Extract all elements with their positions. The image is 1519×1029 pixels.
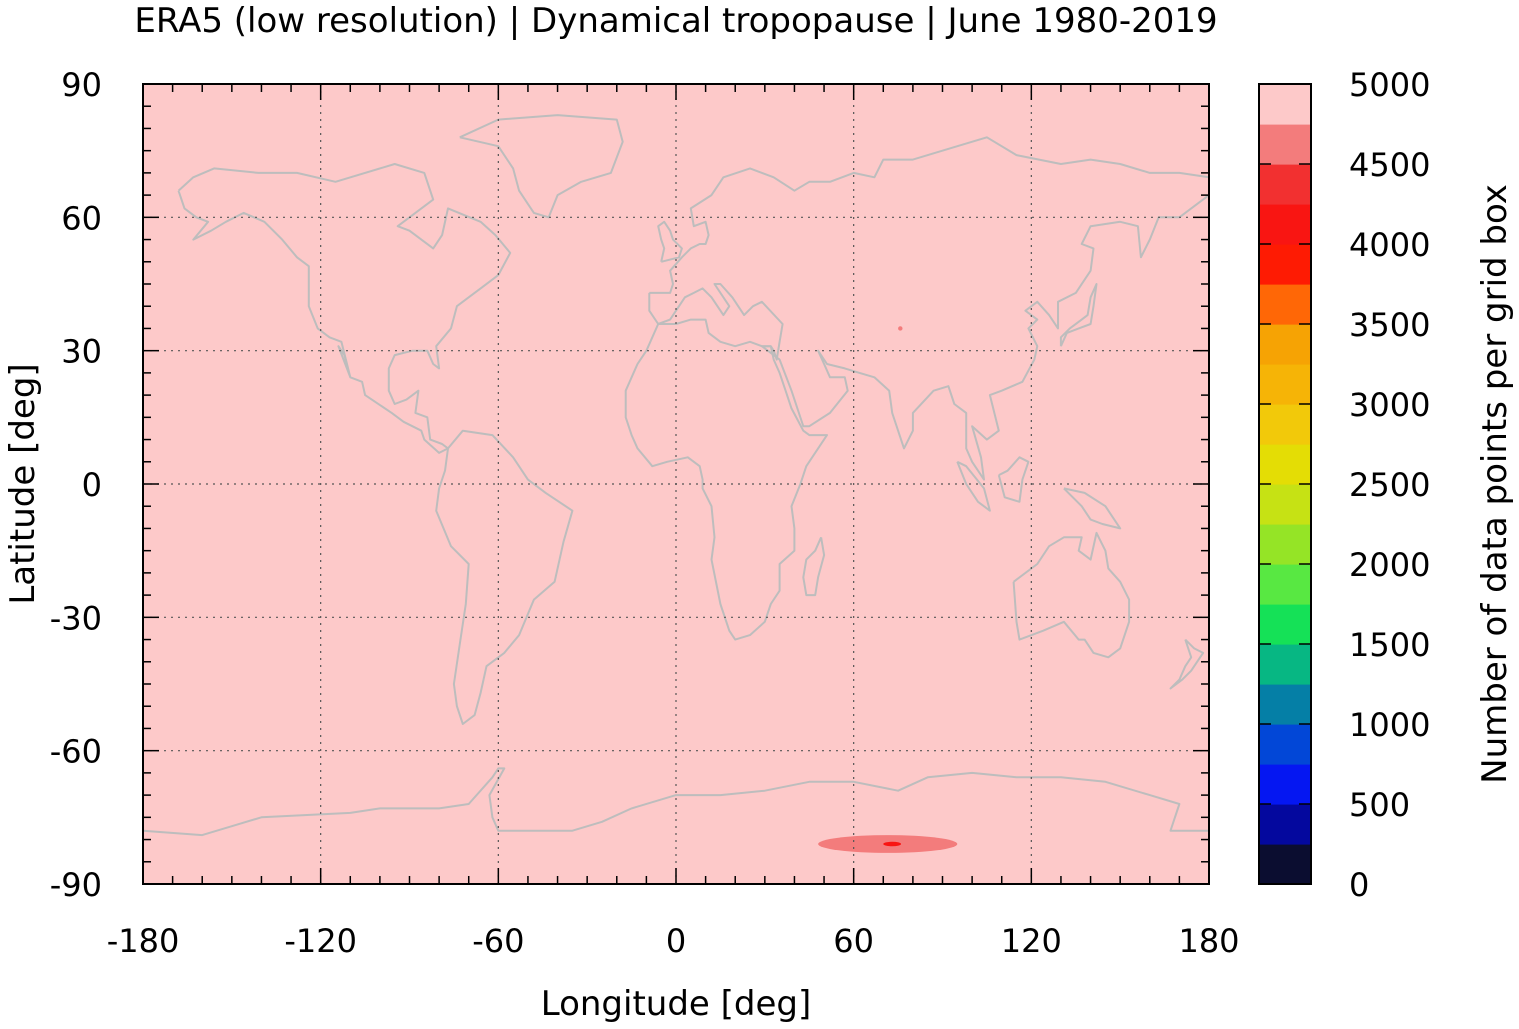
colorbar-segment xyxy=(1259,324,1311,365)
coast-madagascar xyxy=(802,536,826,597)
y-tick-label: -60 xyxy=(50,733,102,771)
colorbar-tick-label: 5000 xyxy=(1349,66,1430,104)
x-tick-label: 120 xyxy=(1001,922,1062,960)
colorbar-tick-label: 1000 xyxy=(1349,706,1430,744)
colorbar-segment xyxy=(1259,164,1311,205)
colorbar-tick-label: 3000 xyxy=(1349,386,1430,424)
colorbar-tick-label: 4500 xyxy=(1349,146,1430,184)
coast-africa xyxy=(624,318,828,641)
x-tick-label: 0 xyxy=(666,922,686,960)
colorbar-label: Number of data points per grid box xyxy=(1475,184,1515,784)
coastline-layer xyxy=(142,114,1210,837)
coast-eurasia xyxy=(648,136,1210,481)
colorbar-segment xyxy=(1259,484,1311,525)
y-tick-label: -30 xyxy=(50,599,102,637)
chart-title: ERA5 (low resolution) | Dynamical tropop… xyxy=(134,1,1217,41)
coast-uk xyxy=(657,220,683,263)
coast-antarctica xyxy=(142,767,1209,837)
colorbar-segment xyxy=(1259,564,1311,605)
tick-marks xyxy=(142,83,1210,885)
colorbar-segment xyxy=(1259,844,1311,885)
x-tick-label: -60 xyxy=(472,922,524,960)
colorbar-tick-label: 2000 xyxy=(1349,546,1430,584)
colorbar-segment xyxy=(1259,84,1311,125)
anomaly-cell xyxy=(898,326,903,331)
colorbar-segment xyxy=(1259,804,1311,845)
y-tick-label: -90 xyxy=(50,866,102,904)
colorbar-segment xyxy=(1259,724,1311,765)
colorbar xyxy=(1258,83,1312,885)
anomaly-layer xyxy=(818,326,958,853)
coast-australia xyxy=(1012,531,1131,659)
y-axis-label: Latitude [deg] xyxy=(3,363,43,604)
coast-new-guinea xyxy=(1063,487,1122,530)
coast-borneo xyxy=(997,456,1030,503)
y-tick-labels: 90 60 30 0 -30 -60 -90 xyxy=(50,66,102,904)
coast-south-america xyxy=(435,429,574,725)
colorbar-segment xyxy=(1259,284,1311,325)
colorbar-segment xyxy=(1259,644,1311,685)
colorbar-tick-label: 2500 xyxy=(1349,466,1430,504)
colorbar-segment xyxy=(1259,604,1311,645)
colorbar-segment xyxy=(1259,364,1311,405)
x-tick-label: -120 xyxy=(284,922,357,960)
colorbar-segment xyxy=(1259,124,1311,165)
x-tick-label: 60 xyxy=(833,922,874,960)
colorbar-segment xyxy=(1259,764,1311,805)
colorbar-segment xyxy=(1259,404,1311,445)
coast-greenland xyxy=(459,114,624,219)
y-tick-label: 0 xyxy=(82,466,102,504)
coast-japan xyxy=(1059,283,1098,347)
x-tick-labels: -180 -120 -60 0 60 120 180 xyxy=(107,922,1240,960)
x-tick-label: 180 xyxy=(1178,922,1239,960)
colorbar-tick-label: 0 xyxy=(1349,866,1369,904)
x-tick-label: -180 xyxy=(107,922,180,960)
y-tick-label: 60 xyxy=(61,199,102,237)
coast-new-zealand xyxy=(1169,638,1205,690)
coast-sumatra xyxy=(956,460,991,512)
y-tick-label: 90 xyxy=(61,66,102,104)
colorbar-tick-label: 4000 xyxy=(1349,226,1430,264)
colorbar-segment xyxy=(1259,244,1311,285)
y-tick-label: 30 xyxy=(61,333,102,371)
colorbar-tick-label: 3500 xyxy=(1349,306,1430,344)
colorbar-segment xyxy=(1259,684,1311,725)
anomaly-cell xyxy=(883,841,902,847)
x-axis-label: Longitude [deg] xyxy=(541,984,812,1024)
colorbar-segment xyxy=(1259,444,1311,485)
colorbar-segment xyxy=(1259,524,1311,565)
grid-layer xyxy=(143,84,1209,884)
colorbar-tick-label: 1500 xyxy=(1349,626,1430,664)
colorbar-tick-label: 500 xyxy=(1349,786,1410,824)
coast-north-america xyxy=(177,163,512,454)
colorbar-segment xyxy=(1259,204,1311,245)
